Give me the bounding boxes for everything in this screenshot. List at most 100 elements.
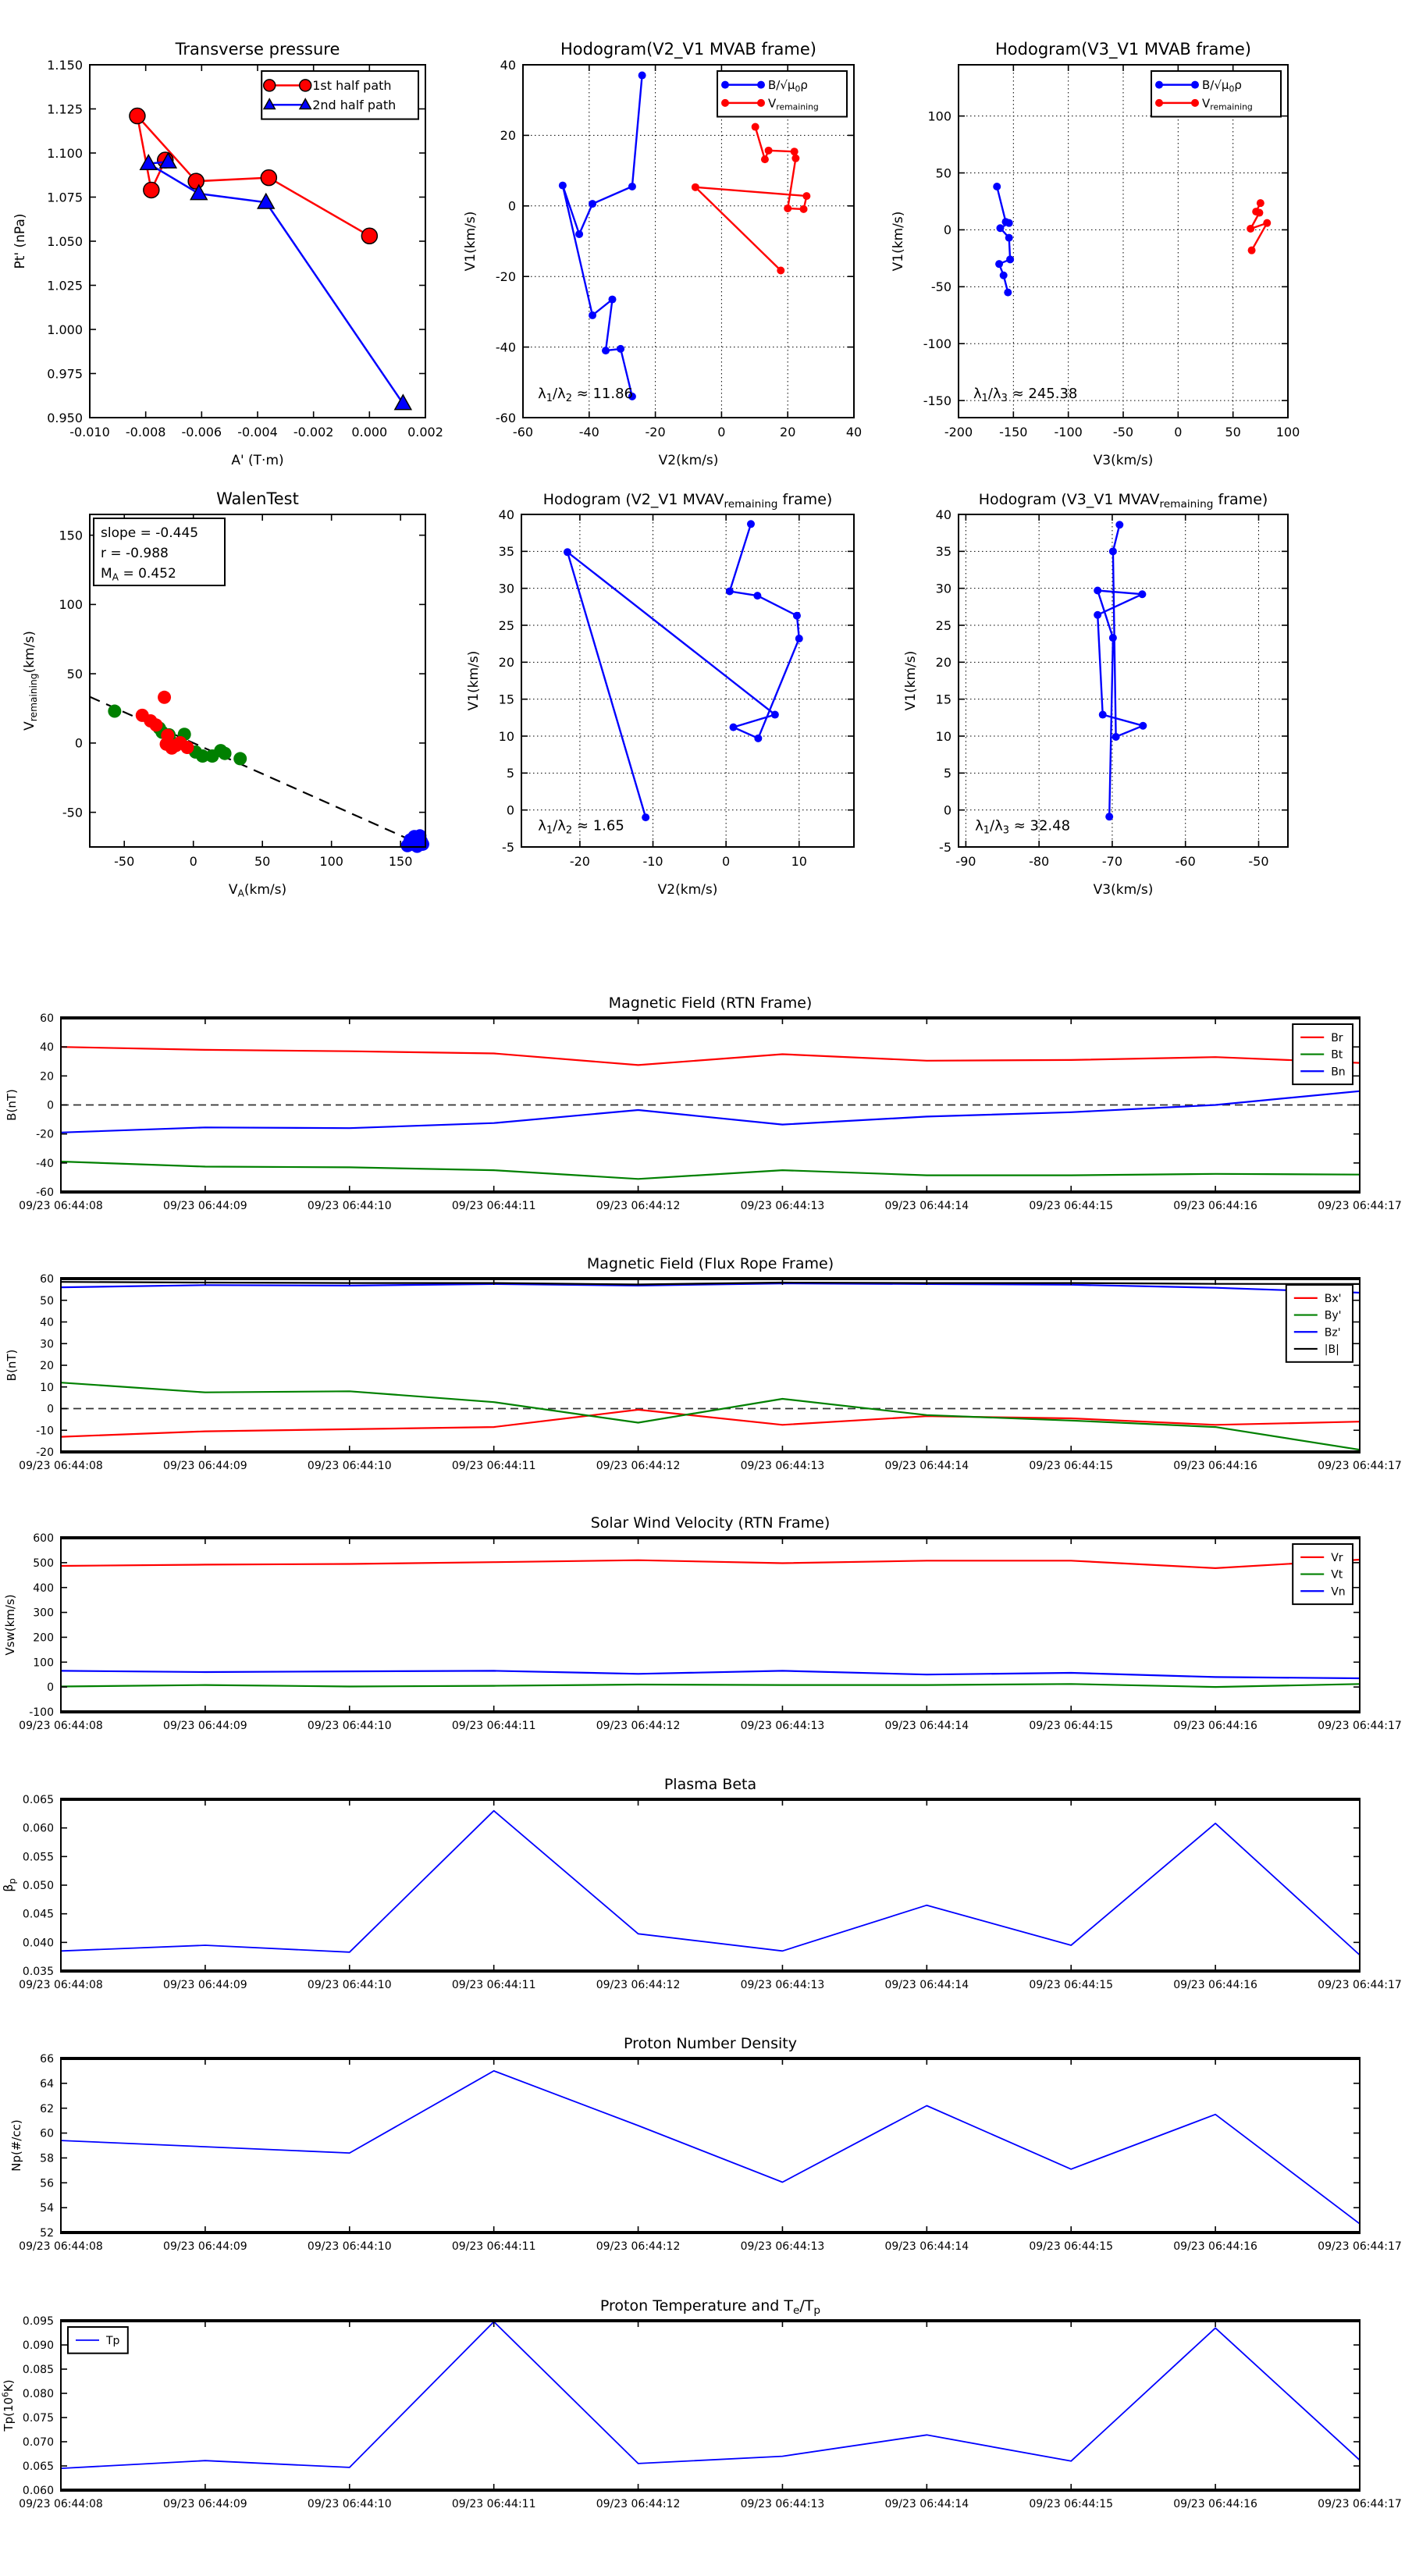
y-tick-label: -50 — [931, 279, 951, 294]
hodogram-v3v1-mvab-plot: -200 -150 -100 -50 0 50 100 -150 -100 -50 0 50 100 Ho… — [891, 40, 1300, 468]
x-tick-label: -50 — [1248, 854, 1268, 869]
legend-label: Vr — [1331, 1552, 1343, 1564]
series-Vremaining — [694, 126, 808, 272]
x-tick-label: 09/23 06:44:14 — [884, 1979, 969, 1991]
x-tick-label: 09/23 06:44:14 — [884, 1460, 969, 1472]
axes-frame — [522, 64, 855, 418]
series-line-0 — [566, 523, 800, 818]
magnetic-field-rtn-plot: 09/23 06:44:08 09/23 06:44:09 09/23 06:44:… — [5, 994, 1402, 1212]
markers-B/√μ0ρ — [993, 183, 1015, 297]
y-tick-label: 0 — [47, 1681, 54, 1694]
x-tick-label: 09/23 06:44:13 — [741, 2240, 825, 2253]
annotation: λ1/λ3 ≈ 245.38 — [973, 386, 1077, 404]
axes-frame — [89, 514, 426, 848]
y-tick-label: 300 — [33, 1607, 54, 1620]
y-tick-label: 64 — [40, 2078, 54, 2090]
y-tick-label: -100 — [923, 336, 951, 351]
y-tick-label: 1.150 — [47, 58, 83, 73]
y-tick-label: 0.055 — [23, 1851, 54, 1863]
y-axis-label: Pt' (nPa) — [12, 214, 28, 269]
y-tick-label: -40 — [496, 340, 516, 354]
x-tick-label: 09/23 06:44:11 — [452, 1979, 536, 1991]
y-tick-label: 0.050 — [23, 1880, 54, 1892]
y-tick-label: 40 — [936, 507, 951, 522]
legend: B/√μ0ρ Vremaining — [717, 70, 848, 118]
legend-label: |B| — [1325, 1343, 1339, 1356]
legend: 1st half path 2nd half path — [261, 70, 420, 120]
legend-label: 2nd half path — [312, 98, 396, 112]
annotation: λ1/λ2 ≈ 11.86 — [538, 386, 633, 404]
y-tick-label: 0.060 — [23, 2485, 54, 2497]
x-axis-label: A' (T·m) — [231, 453, 283, 468]
ticks — [522, 64, 855, 418]
x-tick-label: 40 — [846, 425, 862, 439]
x-tick-label: 09/23 06:44:14 — [884, 2240, 969, 2253]
y-tick-label: 20 — [40, 1070, 54, 1083]
hodogram-v2v1-mvab-plot: -60 -40 -20 0 20 40 -60 -40 -20 0 20 40 Hodogram(V2_… — [463, 40, 862, 468]
y-tick-label: 20 — [40, 1360, 54, 1372]
y-axis-label: B(nT) — [5, 1350, 19, 1382]
y-tick-label: 0.095 — [23, 2315, 54, 2328]
x-tick-label: -50 — [1113, 425, 1133, 439]
y-tick-label: 100 — [59, 597, 83, 612]
x-tick-label: 09/23 06:44:10 — [308, 2240, 392, 2253]
x-tick-label: 50 — [1225, 425, 1240, 439]
annotation: λ1/λ3 ≈ 32.48 — [975, 818, 1070, 837]
solar-wind-velocity-plot: 09/23 06:44:08 09/23 06:44:09 09/23 06:44:… — [3, 1514, 1402, 1732]
x-tick-label: 09/23 06:44:12 — [596, 1200, 681, 1212]
chart-title: Magnetic Field (Flux Rope Frame) — [587, 1255, 834, 1272]
ticks — [958, 65, 1289, 418]
axes-frame — [60, 1278, 1361, 1453]
y-tick-label: 58 — [40, 2152, 54, 2165]
x-tick-label: 09/23 06:44:09 — [163, 1720, 247, 1732]
x-tick-label: 09/23 06:44:13 — [741, 1979, 825, 1991]
series-Bn — [60, 1090, 1361, 1133]
series-Br — [60, 1046, 1361, 1066]
y-tick-label: -20 — [36, 1129, 54, 1141]
markers-2nd half path — [139, 151, 413, 411]
chart-walen-test: -50 0 50 100 150 -50 0 50 100 150 WalenTest VA(km/s… — [2, 469, 471, 928]
y-tick-label: -20 — [496, 269, 516, 284]
chart-hodogram-v2v1-mvav: -20 -10 0 10 -5 0 5 10 15 20 25 30 35 40 Hodogram (V2_… — [434, 469, 899, 928]
x-tick-label: -50 — [114, 854, 134, 869]
y-tick-label: -60 — [496, 411, 516, 425]
x-tick-label: 09/23 06:44:16 — [1173, 1979, 1257, 1991]
x-tick-label: 09/23 06:44:13 — [741, 1460, 825, 1472]
legend-label: Bx' — [1325, 1293, 1342, 1305]
legend-label: Vremaining — [768, 96, 819, 112]
ticks — [60, 1017, 1361, 1193]
y-tick-label: 1.075 — [47, 190, 83, 205]
y-tick-label: 0.065 — [23, 1794, 54, 1806]
x-tick-label: 09/23 06:44:15 — [1029, 2498, 1113, 2510]
x-tick-label: 09/23 06:44:08 — [19, 2240, 103, 2253]
y-axis-label: V1(km/s) — [891, 212, 906, 272]
x-tick-label: 150 — [389, 854, 413, 869]
y-tick-label: 30 — [40, 1338, 54, 1350]
axes-frame — [60, 1799, 1361, 1972]
x-tick-label: 09/23 06:44:16 — [1173, 2498, 1257, 2510]
y-tick-label: 50 — [936, 165, 951, 180]
x-tick-label: 0.000 — [351, 425, 387, 439]
series-Vt — [60, 1683, 1361, 1688]
markers-Vremaining — [1247, 199, 1272, 254]
y-tick-label: 0 — [507, 802, 514, 817]
y-tick-label: 100 — [33, 1656, 54, 1669]
x-tick-label: -60 — [513, 425, 533, 439]
x-tick-label: 09/23 06:44:17 — [1318, 1200, 1402, 1212]
x-tick-label: 09/23 06:44:11 — [452, 2498, 536, 2510]
x-tick-label: 09/23 06:44:15 — [1029, 2240, 1113, 2253]
y-tick-label: 0.040 — [23, 1937, 54, 1949]
y-tick-label: 10 — [499, 729, 514, 744]
plasma-beta-plot: 09/23 06:44:08 09/23 06:44:09 09/23 06:44:… — [1, 1776, 1402, 1991]
chart-transverse-pressure: -0.010 -0.008 -0.006 -0.004 -0.002 0.000 0.002… — [2, 20, 471, 499]
hodogram-v3v1-mvav-plot: -90 -80 -70 -60 -50-50510152025303540Hodogra… — [903, 491, 1289, 898]
axes-frame — [521, 514, 855, 848]
x-tick-label: 10 — [791, 854, 807, 869]
y-tick-label: -100 — [29, 1706, 54, 1719]
y-tick-label: 30 — [936, 581, 951, 596]
y-tick-label: 50 — [67, 667, 83, 681]
chart-title: Plasma Beta — [664, 1776, 756, 1793]
x-tick-label: 0 — [722, 854, 730, 869]
x-tick-label: 09/23 06:44:10 — [308, 2498, 392, 2510]
